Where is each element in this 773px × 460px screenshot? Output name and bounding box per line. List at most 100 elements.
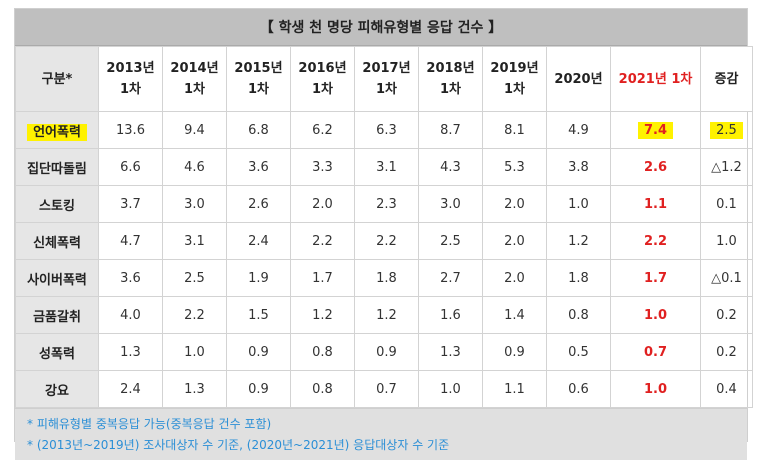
table-cell: 1.8 (546, 259, 611, 297)
header-year-line1: 2016년 (298, 61, 347, 76)
table-cell: 1.3 (162, 370, 227, 408)
header-year: 2016년 1차 (290, 46, 355, 112)
header-year-line1: 2014년 (170, 61, 219, 76)
table-cell: 1.6 (418, 296, 483, 334)
table-cell: 2.3 (354, 185, 419, 223)
change-cell: 0.2 (700, 296, 753, 334)
row-label: 성폭력 (15, 333, 99, 371)
table-cell: 2.0 (482, 185, 547, 223)
table-cell: 1.4 (482, 296, 547, 334)
table-cell: 0.9 (354, 333, 419, 371)
latest-cell: 2.6 (610, 148, 701, 186)
header-row: 구분* 2013년 1차 2014년 1차 2015년 1차 2016년 1차 2017년 1차 2… (15, 46, 753, 112)
highlighted-text: 언어폭력 (27, 123, 87, 141)
table-row: 성폭력 1.3 1.0 0.9 0.8 0.9 1.3 0.9 0.5 0.7 0.2 (15, 333, 753, 371)
header-year-line1: 2017년 (362, 61, 411, 76)
table-cell: 1.7 (290, 259, 355, 297)
data-table: 구분* 2013년 1차 2014년 1차 2015년 1차 2016년 1차 2017년 1차 2… (15, 46, 753, 408)
header-year-line1: 2018년 (426, 61, 475, 76)
table-cell: 1.8 (354, 259, 419, 297)
row-label: 강요 (15, 370, 99, 408)
header-year: 2015년 1차 (226, 46, 291, 112)
header-year-line2: 1차 (311, 82, 333, 97)
row-label: 집단따돌림 (15, 148, 99, 186)
table-cell: 8.1 (482, 111, 547, 149)
header-year-line1: 2015년 (234, 61, 283, 76)
table-cell: 1.2 (546, 222, 611, 260)
table-cell: 1.2 (354, 296, 419, 334)
header-year-line2: 1차 (503, 82, 525, 97)
header-year: 2018년 1차 (418, 46, 483, 112)
header-year-line2: 1차 (247, 82, 269, 97)
header-category: 구분* (15, 46, 99, 112)
table-cell: 1.5 (226, 296, 291, 334)
header-year: 2013년 1차 (98, 46, 163, 112)
footnote: * (2013년~2019년) 조사대상자 수 기준, (2020년~2021년… (27, 438, 450, 452)
table-cell: 2.5 (418, 222, 483, 260)
table-cell: 4.6 (162, 148, 227, 186)
table-cell: 0.5 (546, 333, 611, 371)
table-title: 【 학생 천 명당 피해유형별 응답 건수 】 (15, 9, 747, 46)
header-latest: 2021년 1차 (610, 46, 701, 112)
row-label: 언어폭력 (15, 111, 99, 149)
change-cell: △0.1 (700, 259, 753, 297)
change-cell: △1.2 (700, 148, 753, 186)
table-row: 집단따돌림 6.6 4.6 3.6 3.3 3.1 4.3 5.3 3.8 2.6 △1.2 (15, 148, 753, 186)
change-cell: 0.1 (700, 185, 753, 223)
table-body: 언어폭력 13.6 9.4 6.8 6.2 6.3 8.7 8.1 4.9 7.4 2.5 집단따돌림… (15, 111, 753, 408)
table-cell: 0.8 (546, 296, 611, 334)
table-cell: 4.3 (418, 148, 483, 186)
table-cell: 0.9 (226, 370, 291, 408)
table-cell: 1.3 (98, 333, 163, 371)
table-cell: 6.3 (354, 111, 419, 149)
table-cell: 0.6 (546, 370, 611, 408)
table-cell: 1.3 (418, 333, 483, 371)
table-cell: 2.4 (226, 222, 291, 260)
table-cell: 2.0 (482, 222, 547, 260)
table-cell: 0.9 (482, 333, 547, 371)
table-cell: 1.0 (546, 185, 611, 223)
latest-cell: 1.1 (610, 185, 701, 223)
table-cell: 3.1 (354, 148, 419, 186)
header-year: 2019년 1차 (482, 46, 547, 112)
table-row: 강요 2.4 1.3 0.9 0.8 0.7 1.0 1.1 0.6 1.0 0.4 (15, 370, 753, 408)
table-cell: 2.0 (290, 185, 355, 223)
table-cell: 3.8 (546, 148, 611, 186)
table-cell: 0.8 (290, 333, 355, 371)
latest-cell: 2.2 (610, 222, 701, 260)
table-cell: 2.7 (418, 259, 483, 297)
header-year-line2: 1차 (119, 82, 141, 97)
table-cell: 4.9 (546, 111, 611, 149)
header-year: 2017년 1차 (354, 46, 419, 112)
table-cell: 1.0 (162, 333, 227, 371)
change-cell: 0.2 (700, 333, 753, 371)
row-label: 사이버폭력 (15, 259, 99, 297)
table-cell: 9.4 (162, 111, 227, 149)
table-cell: 3.0 (162, 185, 227, 223)
table-row: 언어폭력 13.6 9.4 6.8 6.2 6.3 8.7 8.1 4.9 7.4 2.5 (15, 111, 753, 149)
latest-cell: 1.0 (610, 370, 701, 408)
table-cell: 2.5 (162, 259, 227, 297)
latest-cell: 1.7 (610, 259, 701, 297)
header-year-line2: 1차 (439, 82, 461, 97)
footnotes: * 피해유형별 중복응답 가능(중복응답 건수 포함) * (2013년~2019… (15, 408, 747, 460)
table-row: 사이버폭력 3.6 2.5 1.9 1.7 1.8 2.7 2.0 1.8 1.7 △0.1 (15, 259, 753, 297)
table-cell: 0.8 (290, 370, 355, 408)
table-cell: 4.0 (98, 296, 163, 334)
table-cell: 2.2 (162, 296, 227, 334)
row-label: 금품갈취 (15, 296, 99, 334)
table-cell: 4.7 (98, 222, 163, 260)
table-cell: 0.7 (354, 370, 419, 408)
latest-cell: 1.0 (610, 296, 701, 334)
header-year: 2020년 (546, 46, 611, 112)
table-cell: 2.2 (354, 222, 419, 260)
table-cell: 2.0 (482, 259, 547, 297)
header-year-line1: 2020년 (554, 71, 603, 87)
table-row: 신체폭력 4.7 3.1 2.4 2.2 2.2 2.5 2.0 1.2 2.2 1.0 (15, 222, 753, 260)
table-cell: 3.3 (290, 148, 355, 186)
change-cell: 1.0 (700, 222, 753, 260)
table-cell: 2.6 (226, 185, 291, 223)
row-label: 스토킹 (15, 185, 99, 223)
table-cell: 2.2 (290, 222, 355, 260)
header-year-line1: 2019년 (490, 61, 539, 76)
